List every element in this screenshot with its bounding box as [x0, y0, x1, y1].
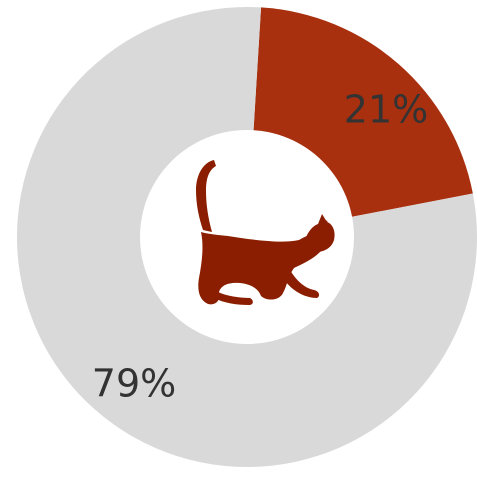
cat-icon — [196, 160, 335, 305]
slice-label-79: 79% — [92, 362, 176, 406]
slice-label-21: 21% — [344, 88, 428, 132]
